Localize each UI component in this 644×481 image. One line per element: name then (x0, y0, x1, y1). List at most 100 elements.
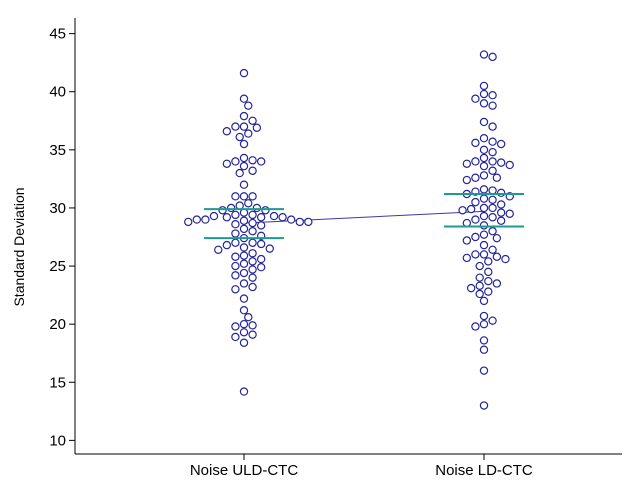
point-1-45 (304, 217, 313, 227)
point-2-80 (479, 366, 489, 375)
point-2-22 (505, 160, 514, 170)
y-tick-label-15: 15 (49, 374, 66, 391)
point-2-8 (488, 101, 497, 110)
point-2-26 (471, 173, 480, 182)
point-2-13 (471, 138, 480, 148)
point-1-66 (239, 259, 249, 268)
point-2-45 (479, 211, 489, 221)
point-2-53 (471, 232, 480, 242)
point-2-61 (462, 253, 472, 263)
point-1-20 (235, 168, 244, 178)
point-1-33 (231, 210, 240, 220)
point-1-37 (222, 213, 232, 222)
point-2-67 (484, 276, 493, 286)
point-2-14 (496, 139, 506, 149)
point-2-41 (466, 204, 476, 214)
point-2-36 (488, 195, 497, 205)
point-2-10 (488, 122, 497, 131)
point-2-54 (492, 233, 502, 243)
point-2-42 (458, 206, 467, 215)
point-1-36 (256, 213, 266, 222)
point-1-2 (239, 94, 249, 103)
point-2-38 (496, 200, 506, 209)
point-1-62 (239, 251, 249, 260)
point-1-70 (239, 268, 249, 278)
point-2-7 (479, 99, 489, 108)
point-1-16 (256, 157, 266, 166)
point-2-70 (466, 283, 476, 293)
point-2-21 (462, 159, 472, 168)
point-1-71 (231, 271, 240, 280)
point-1-14 (248, 156, 257, 165)
point-2-77 (471, 322, 480, 331)
point-1-13 (239, 153, 249, 163)
point-1-78 (244, 312, 253, 322)
point-2-2 (488, 52, 497, 62)
point-2-37 (471, 197, 480, 207)
point-2-9 (479, 117, 489, 127)
point-1-63 (231, 252, 240, 261)
point-1-83 (248, 330, 257, 339)
point-2-35 (479, 194, 489, 203)
point-2-18 (488, 157, 497, 166)
point-2-17 (479, 153, 489, 163)
point-2-56 (479, 240, 489, 250)
data-points (184, 50, 514, 410)
point-1-44 (184, 217, 193, 227)
point-2-47 (471, 215, 480, 224)
point-1-64 (256, 254, 266, 264)
point-1-59 (265, 244, 274, 253)
point-2-25 (479, 171, 489, 180)
point-1-32 (248, 210, 257, 220)
point-2-57 (488, 245, 497, 254)
point-1-75 (231, 285, 240, 294)
point-1-38 (278, 213, 287, 222)
point-2-3 (479, 81, 489, 91)
point-1-23 (248, 192, 257, 201)
point-1-28 (226, 203, 236, 213)
point-1-39 (201, 215, 210, 224)
point-2-46 (488, 213, 497, 222)
point-1-5 (248, 116, 257, 125)
point-1-68 (256, 263, 266, 272)
y-tick-label-30: 30 (49, 200, 66, 217)
point-1-34 (269, 211, 279, 221)
point-2-68 (492, 279, 502, 288)
point-1-57 (222, 240, 232, 250)
point-1-61 (248, 249, 257, 258)
y-axis: 10 15 20 25 30 35 40 45 (49, 18, 76, 454)
point-1-41 (192, 215, 202, 224)
point-1-19 (248, 166, 257, 175)
point-2-66 (475, 273, 484, 282)
y-tick-label-10: 10 (49, 432, 66, 449)
point-1-86 (239, 387, 249, 396)
point-2-39 (479, 203, 489, 213)
point-1-54 (248, 238, 257, 248)
point-2-65 (484, 267, 493, 277)
point-2-73 (479, 296, 489, 306)
point-1-6 (239, 122, 249, 131)
point-2-79 (479, 345, 489, 354)
point-1-58 (239, 243, 249, 252)
x-tick-label-2: Noise LD-CTC (435, 462, 533, 479)
point-1-22 (239, 192, 249, 201)
point-2-1 (479, 50, 489, 59)
point-2-44 (505, 209, 514, 218)
point-2-20 (496, 158, 506, 167)
point-1-9 (222, 127, 232, 136)
y-tick-label-40: 40 (49, 84, 66, 101)
point-1-46 (248, 218, 257, 228)
point-1-81 (231, 322, 240, 331)
point-1-35 (209, 211, 219, 221)
point-1-65 (248, 257, 257, 266)
point-1-60 (214, 245, 223, 254)
point-2-75 (488, 316, 497, 325)
point-1-15 (231, 157, 240, 166)
point-1-47 (231, 220, 240, 229)
point-2-29 (479, 185, 489, 194)
point-1-24 (231, 192, 240, 201)
point-1-80 (248, 321, 257, 330)
point-2-72 (475, 289, 484, 299)
point-1-29 (261, 206, 270, 215)
point-2-24 (488, 166, 497, 175)
